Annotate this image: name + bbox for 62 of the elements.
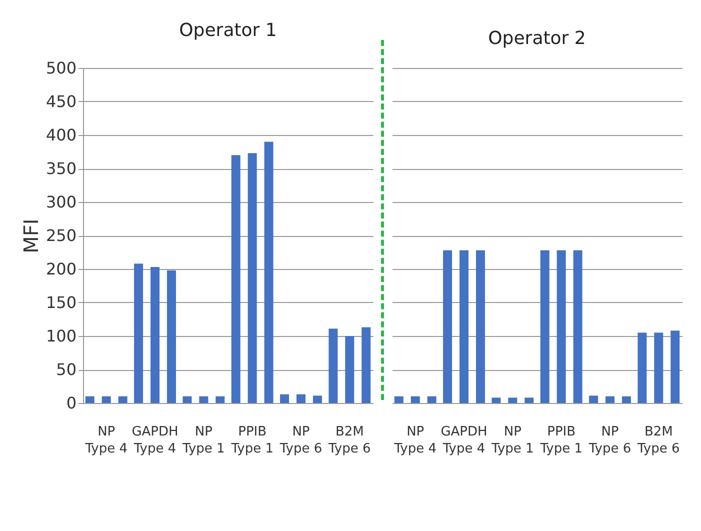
- bar: [394, 396, 404, 403]
- bar: [362, 327, 371, 403]
- bar: [508, 398, 518, 403]
- bar: [312, 396, 322, 403]
- bar: [605, 396, 614, 403]
- bar: [118, 396, 128, 403]
- y-tick-label: 0: [66, 394, 76, 412]
- x-tick-label: PPIB Type 1: [230, 424, 274, 456]
- bar: [102, 396, 111, 403]
- bar: [589, 396, 598, 403]
- bar: [427, 396, 436, 403]
- y-tick-label: 400: [46, 126, 76, 144]
- bar: [492, 398, 501, 403]
- bar: [280, 394, 290, 403]
- chart-title: Operator 1: [179, 20, 277, 41]
- bar: [638, 332, 647, 403]
- x-tick-label: NP Type 4: [84, 424, 128, 456]
- y-tick-label: 350: [46, 159, 76, 178]
- y-tick-label: 50: [56, 360, 76, 379]
- bar: [573, 250, 582, 403]
- x-tick-label: GAPDH Type 4: [440, 424, 488, 456]
- x-tick-label: NP Type 4: [393, 424, 436, 456]
- bar: [540, 250, 550, 403]
- x-tick-label: B2M Type 6: [328, 424, 371, 456]
- bar: [231, 155, 240, 403]
- y-tick-label: 150: [46, 293, 76, 312]
- x-tick-label: PPIB Type 1: [539, 424, 582, 456]
- bar: [460, 250, 469, 403]
- bar: [182, 396, 192, 403]
- bar: [345, 336, 354, 403]
- x-tick-label: NP Type 1: [490, 424, 534, 456]
- bar: [670, 330, 680, 403]
- x-tick-label: GAPDH Type 4: [132, 424, 178, 456]
- bar: [524, 398, 534, 403]
- x-tick-label: B2M Type 6: [636, 424, 680, 456]
- bar: [622, 396, 631, 403]
- chart-title: Operator 2: [488, 28, 586, 49]
- bar: [216, 396, 225, 403]
- bar: [410, 396, 420, 403]
- y-tick-label: 500: [46, 58, 76, 78]
- bar: [296, 394, 306, 403]
- bar: [264, 142, 274, 403]
- y-tick-label: 100: [46, 326, 76, 346]
- y-tick-label: 300: [46, 192, 76, 212]
- bar: [134, 264, 144, 403]
- y-axis-title: MFI: [18, 218, 43, 254]
- bar: [199, 396, 208, 403]
- bar: [443, 250, 452, 403]
- bar: [476, 250, 485, 403]
- x-tick-label: NP Type 6: [588, 424, 632, 456]
- bar: [654, 332, 664, 403]
- bar: [85, 396, 94, 403]
- bar: [150, 266, 160, 403]
- bar: [166, 270, 176, 403]
- bar: [328, 328, 338, 403]
- x-tick-label: NP Type 1: [182, 424, 225, 456]
- x-tick-label: NP Type 6: [278, 424, 322, 456]
- y-tick-label: 450: [46, 92, 76, 111]
- bar: [556, 250, 566, 403]
- bar: [248, 153, 257, 403]
- y-tick-label: 200: [46, 260, 76, 278]
- y-tick-label: 250: [46, 226, 76, 245]
